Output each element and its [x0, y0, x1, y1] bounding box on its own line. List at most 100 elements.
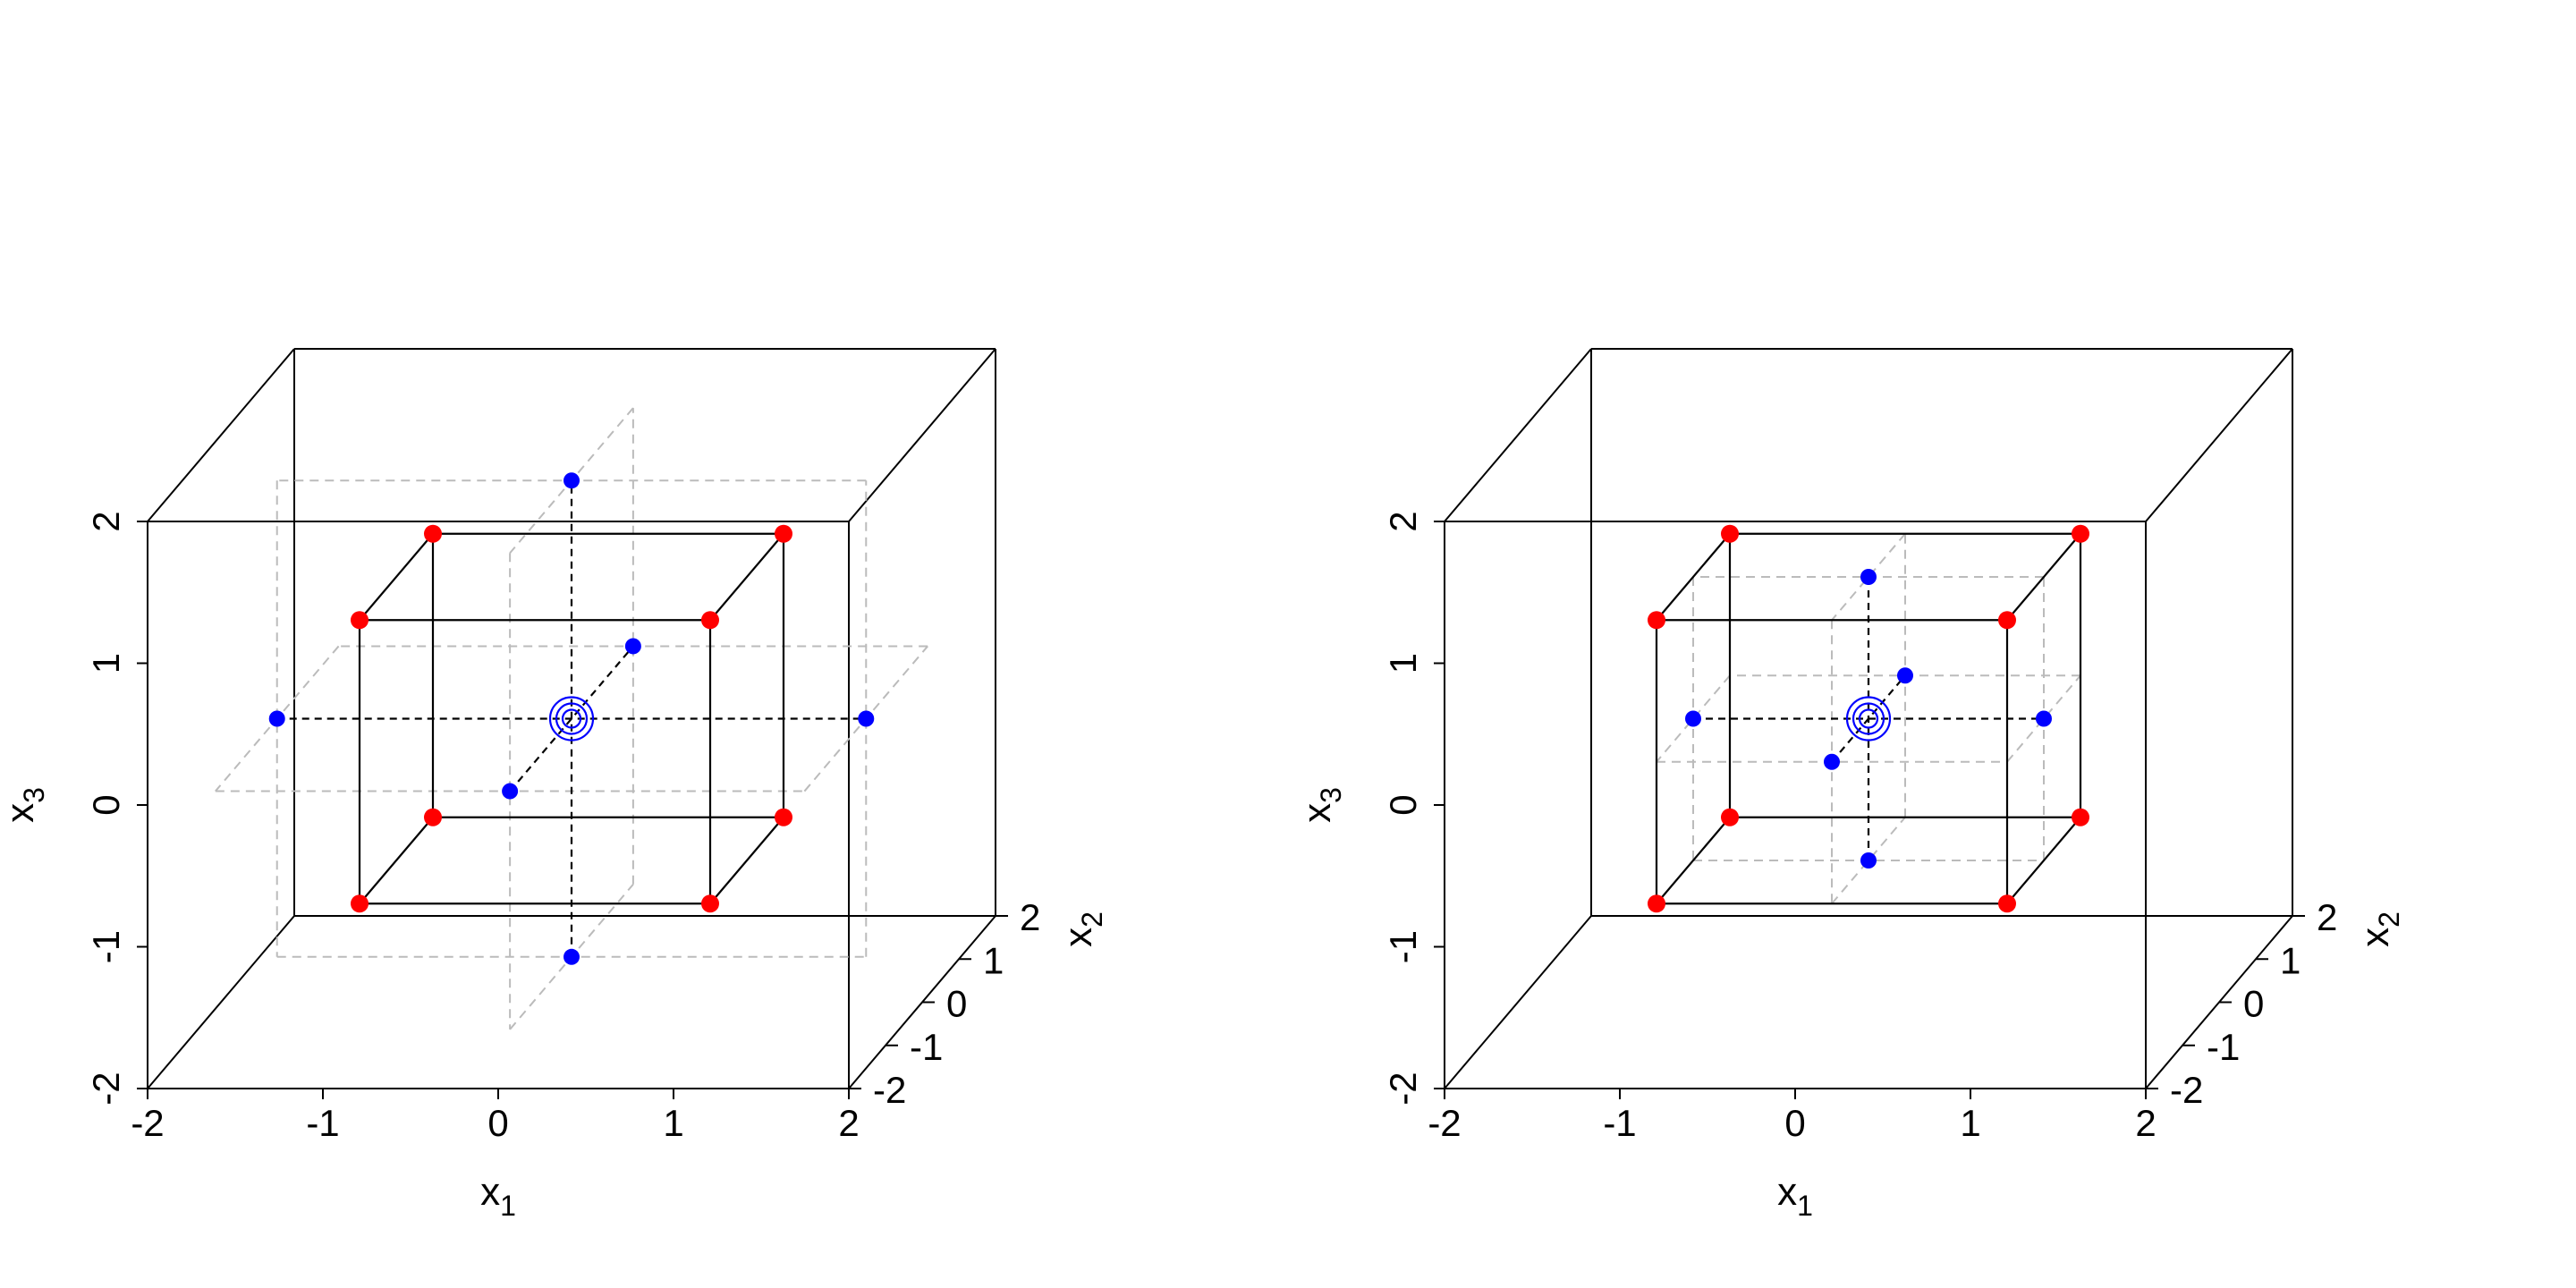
bounding-box-edge: [848, 348, 996, 522]
axial-point: [564, 948, 580, 965]
x2-tick-label: 2: [1020, 896, 1040, 938]
x2-tick-label: 1: [983, 939, 1004, 981]
factorial-point: [775, 808, 792, 826]
x1-axis-title-subscript: 1: [500, 1190, 516, 1222]
center-point: [561, 708, 582, 729]
x1-tick-label: 0: [1784, 1102, 1805, 1144]
guide-plane-yz: [1831, 817, 1906, 904]
guide-plane-yz: [1831, 533, 1906, 621]
factorial-point: [775, 524, 792, 543]
x2-tick-label: -2: [2170, 1069, 2203, 1111]
axial-line-x2: [509, 645, 634, 792]
axial-point: [1897, 667, 1913, 684]
x3-axis-title: x3: [1295, 787, 1347, 823]
axial-point: [624, 638, 641, 655]
axial-point: [564, 472, 580, 489]
x3-axis-title-subscript: 3: [1315, 787, 1347, 803]
x1-tick-label: -1: [306, 1102, 339, 1144]
factorial-point: [2072, 808, 2089, 826]
axial-point: [858, 710, 875, 727]
factorial-point: [2072, 524, 2089, 543]
factorial-point: [351, 611, 369, 630]
center-point: [1845, 696, 1892, 741]
x2-axis-title-subscript: 2: [1076, 911, 1108, 928]
x2-tick-label: -2: [873, 1069, 906, 1111]
factorial-cube-edge: [2006, 817, 2081, 904]
factorial-cube-edge: [1656, 817, 1731, 904]
bounding-box-edge: [1444, 915, 1592, 1089]
bounding-box-edge: [147, 348, 295, 522]
x2-tick-label: 0: [2243, 983, 2264, 1025]
x1-tick-label: -1: [1603, 1102, 1636, 1144]
factorial-point: [1721, 808, 1739, 826]
x3-axis-title-text: x: [0, 803, 42, 823]
center-point: [555, 702, 589, 735]
x1-axis-title-text: x: [480, 1170, 500, 1214]
factorial-cube-edge: [709, 533, 784, 621]
x3-tick-label: 2: [1382, 511, 1424, 531]
x3-tick-label: -2: [85, 1072, 127, 1105]
axial-point: [1860, 569, 1877, 585]
x2-tick-label: 2: [2317, 896, 2337, 938]
x3-axis-title: x3: [0, 787, 50, 823]
axial-point: [502, 783, 519, 800]
x2-axis-title: x2: [1056, 911, 1108, 947]
center-point: [1858, 708, 1879, 729]
x3-tick-label: -1: [85, 930, 127, 963]
x1-axis-title-text: x: [1777, 1170, 1797, 1214]
x1-tick-label: 0: [487, 1102, 508, 1144]
bounding-box-edge: [147, 915, 295, 1089]
factorial-point: [351, 894, 369, 913]
x1-tick-label: 2: [838, 1102, 859, 1144]
x2-axis-title-subscript: 2: [2373, 911, 2405, 928]
guide-plane-xy: [1656, 674, 1731, 763]
factorial-point: [424, 808, 442, 826]
x2-tick-label: 0: [946, 983, 967, 1025]
x2-tick-label: 1: [2280, 939, 2301, 981]
x3-tick-label: 2: [85, 511, 127, 531]
x3-axis-title-subscript: 3: [18, 787, 50, 803]
axial-point: [268, 710, 285, 727]
x2-tick-label: -1: [2207, 1026, 2240, 1068]
x3-tick-label: 1: [1382, 653, 1424, 674]
x2-axis-title-text: x: [1056, 928, 1100, 947]
factorial-point: [1998, 894, 2016, 913]
bounding-box-edge: [1444, 348, 1592, 522]
x1-tick-label: 1: [1960, 1102, 1980, 1144]
factorial-point: [424, 524, 442, 543]
x1-tick-label: -2: [1428, 1102, 1461, 1144]
bounding-box-edge: [2145, 348, 2293, 522]
x3-tick-label: -2: [1382, 1072, 1424, 1105]
x2-axis-title: x2: [2353, 911, 2405, 947]
x3-tick-label: 1: [85, 653, 127, 674]
guide-plane-xy: [2006, 674, 2081, 763]
center-point: [1852, 702, 1885, 735]
axial-point: [2036, 710, 2052, 727]
factorial-point: [1648, 611, 1665, 630]
x3-tick-label: 0: [1382, 794, 1424, 815]
factorial-point: [1721, 524, 1739, 543]
x1-axis-title: x1: [480, 1170, 516, 1222]
factorial-cube-edge: [359, 533, 434, 621]
x1-tick-label: 2: [2135, 1102, 2156, 1144]
factorial-point: [701, 894, 719, 913]
factorial-cube-edge: [359, 817, 434, 904]
x2-tick-label: -1: [910, 1026, 943, 1068]
x3-axis-title-text: x: [1295, 803, 1339, 823]
factorial-cube-edge: [709, 817, 784, 904]
axial-point: [1860, 852, 1877, 869]
x2-axis-title-text: x: [2353, 928, 2397, 947]
factorial-point: [1648, 894, 1665, 913]
x3-tick-label: -1: [1382, 930, 1424, 963]
axial-point: [1685, 710, 1701, 727]
factorial-cube-edge: [1656, 533, 1731, 621]
factorial-cube-edge: [2006, 533, 2081, 621]
x1-tick-label: -2: [131, 1102, 164, 1144]
x1-axis-title: x1: [1777, 1170, 1813, 1222]
factorial-point: [701, 611, 719, 630]
axial-point: [1824, 753, 1840, 770]
center-point: [548, 696, 595, 741]
x1-axis-title-subscript: 1: [1797, 1190, 1813, 1222]
